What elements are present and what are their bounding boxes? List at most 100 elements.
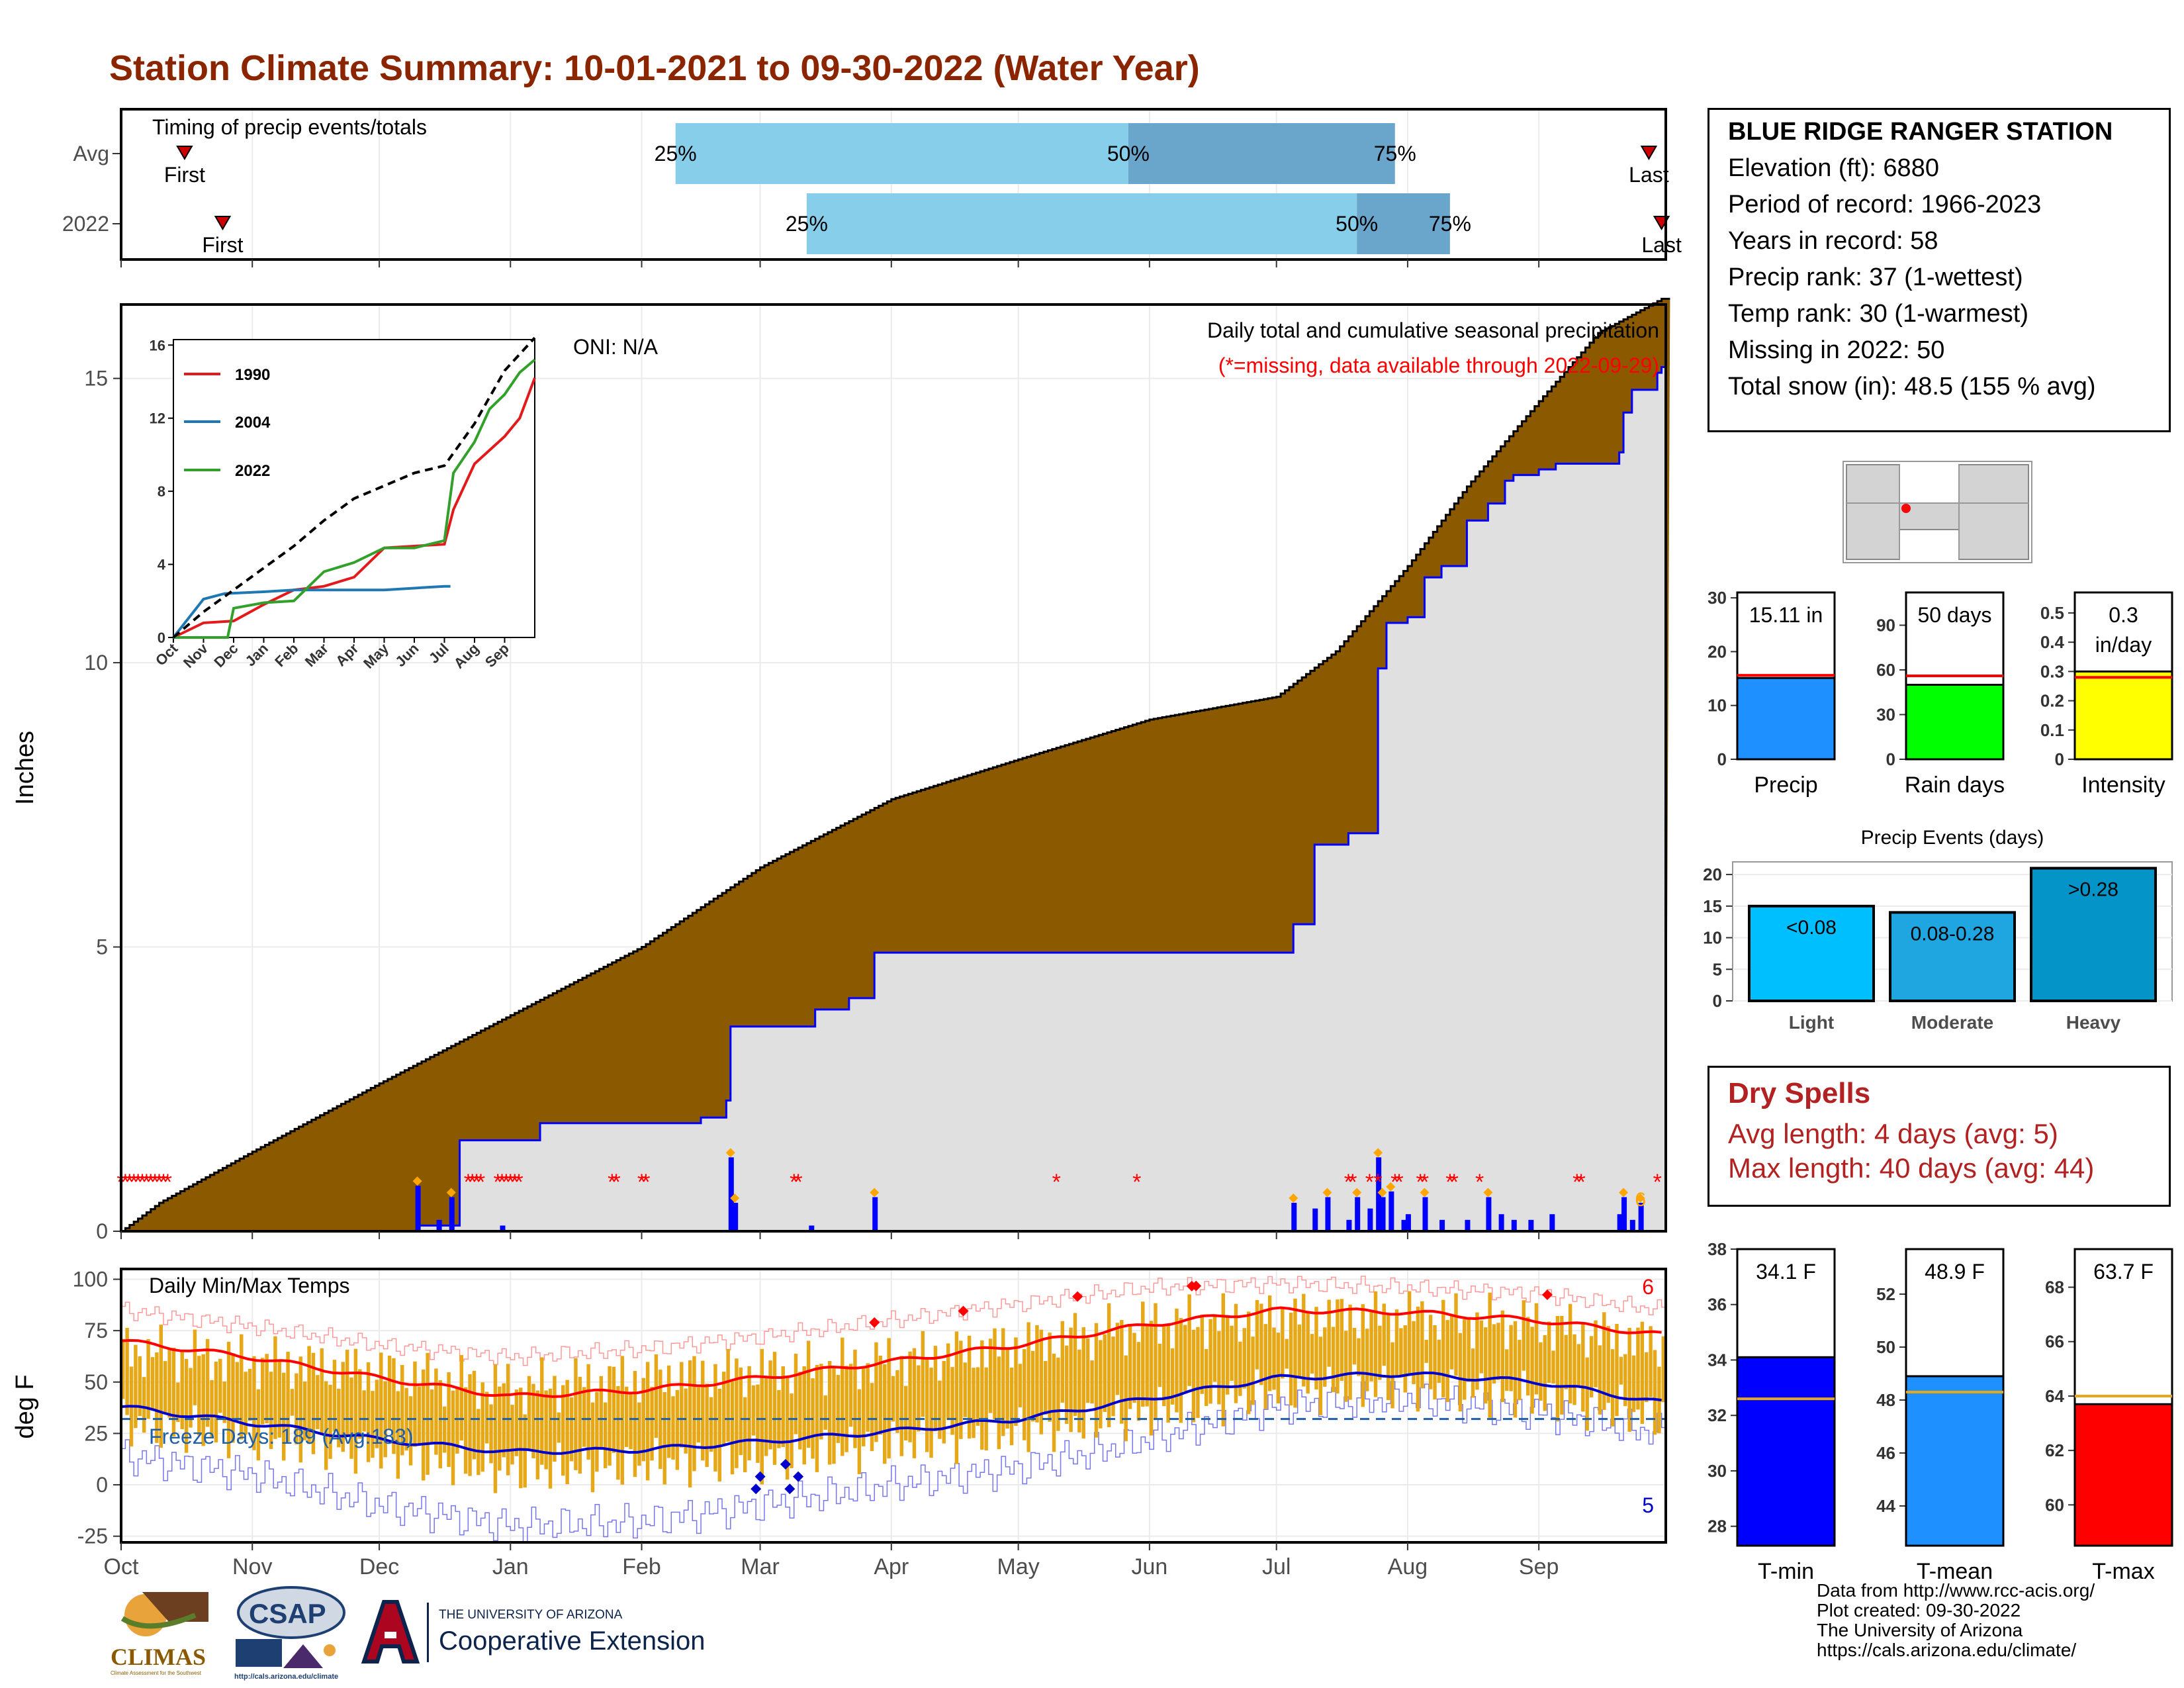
daily-temp-bar bbox=[1403, 1325, 1407, 1393]
precip-events-y-tick-label: 20 bbox=[1703, 865, 1722, 884]
daily-temp-bar bbox=[1289, 1313, 1293, 1406]
daily-temp-bar bbox=[599, 1376, 604, 1450]
daily-temp-bar bbox=[1568, 1303, 1572, 1404]
timing-label-75: 75% bbox=[1429, 212, 1471, 236]
daily-temp-bar bbox=[997, 1356, 1001, 1450]
daily-temp-bar bbox=[841, 1337, 844, 1456]
daily-temp-bar bbox=[1179, 1318, 1183, 1423]
daily-temp-bar bbox=[1145, 1325, 1149, 1407]
missing-marker: * bbox=[130, 1170, 138, 1195]
daily-temp-bar bbox=[1463, 1319, 1467, 1400]
daily-temp-bar bbox=[717, 1388, 722, 1481]
daily-temp-bar bbox=[1653, 1350, 1657, 1435]
daily-temp-bar bbox=[1344, 1331, 1348, 1402]
daily-temp-bar bbox=[1099, 1340, 1103, 1429]
inset-frame bbox=[173, 339, 535, 638]
daily-temp-bar bbox=[1259, 1303, 1263, 1385]
daily-temp-bar bbox=[586, 1364, 590, 1460]
timing-label-25: 25% bbox=[655, 142, 697, 165]
daily-temp-bar bbox=[371, 1391, 375, 1458]
station-temp-rank: Temp rank: 30 (1-warmest) bbox=[1728, 300, 2029, 328]
daily-precip-bar bbox=[1511, 1219, 1517, 1231]
dry-spells-title: Dry Spells bbox=[1728, 1077, 1871, 1109]
mini-y-tick-label: 90 bbox=[1876, 616, 1895, 635]
record-min-marker bbox=[751, 1483, 762, 1495]
precip-events-y-tick-label: 0 bbox=[1713, 991, 1722, 1011]
daily-temp-bar bbox=[972, 1368, 976, 1438]
tmax-avg-line bbox=[120, 1306, 1662, 1398]
heavy-event-marker bbox=[446, 1188, 456, 1197]
missing-marker: * bbox=[794, 1170, 803, 1195]
missing-marker: * bbox=[612, 1170, 621, 1195]
mini-y-tick-label: 46 bbox=[1876, 1443, 1895, 1463]
station-info-box: BLUE RIDGE RANGER STATION Elevation (ft)… bbox=[1707, 108, 2171, 432]
daily-temp-bar bbox=[696, 1387, 701, 1443]
missing-marker: * bbox=[637, 1170, 646, 1195]
daily-temp-bar bbox=[311, 1352, 316, 1454]
timing-last-label: Last bbox=[1629, 163, 1669, 187]
temp-x-tick-label: Jun bbox=[1131, 1554, 1167, 1579]
precip-last-label: 6 bbox=[1635, 1189, 1646, 1211]
daily-temp-bar bbox=[768, 1360, 772, 1450]
daily-precip-bar bbox=[500, 1225, 506, 1231]
daily-temp-bar bbox=[328, 1384, 332, 1459]
daily-temp-bar bbox=[1645, 1352, 1649, 1403]
daily-temp-bar bbox=[379, 1352, 383, 1469]
daily-temp-bar bbox=[1458, 1333, 1463, 1412]
daily-temp-bar bbox=[862, 1367, 866, 1446]
daily-temp-bar bbox=[1111, 1336, 1115, 1417]
daily-temp-bar bbox=[684, 1388, 688, 1454]
mini-y-tick-label: 0.2 bbox=[2040, 691, 2064, 711]
daily-precip-bar bbox=[1346, 1219, 1352, 1231]
oni-label: ONI: N/A bbox=[573, 335, 659, 359]
mini-value-bar bbox=[1736, 1356, 1836, 1547]
daily-temp-bar bbox=[121, 1338, 125, 1399]
daily-temp-bar bbox=[531, 1383, 535, 1459]
daily-temp-bar bbox=[692, 1356, 696, 1472]
daily-temp-bar bbox=[1285, 1338, 1289, 1369]
daily-temp-bar bbox=[595, 1391, 599, 1472]
daily-temp-bar bbox=[739, 1367, 743, 1456]
daily-temp-bar bbox=[1009, 1368, 1014, 1446]
daily-temp-bar bbox=[1525, 1317, 1530, 1396]
missing-marker: * bbox=[506, 1170, 515, 1195]
daily-temp-bar bbox=[666, 1365, 671, 1458]
precip-y-tick-label: 15 bbox=[84, 367, 108, 391]
missing-marker: * bbox=[510, 1170, 519, 1195]
daily-temp-bar bbox=[265, 1354, 269, 1424]
mini-y-tick-label: 62 bbox=[2045, 1440, 2064, 1460]
daily-temp-bar bbox=[1331, 1327, 1336, 1393]
daily-temp-bar bbox=[1060, 1321, 1065, 1403]
daily-temp-bar bbox=[993, 1328, 997, 1420]
heavy-event-marker bbox=[1635, 1194, 1645, 1203]
mini-value-label: 15.11 in bbox=[1749, 603, 1823, 627]
daily-temp-bar bbox=[938, 1380, 942, 1439]
daily-temp-bar bbox=[917, 1365, 921, 1432]
temp-x-tick-label: Aug bbox=[1388, 1554, 1428, 1579]
daily-temp-bar bbox=[819, 1364, 823, 1440]
daily-temp-bar bbox=[1090, 1360, 1094, 1404]
mini-y-tick-label: 0.4 bbox=[2040, 632, 2065, 652]
daily-temp-bar bbox=[1361, 1304, 1365, 1407]
daily-temp-bar bbox=[231, 1353, 235, 1443]
missing-marker: * bbox=[1052, 1170, 1061, 1195]
heavy-event-marker bbox=[1373, 1148, 1383, 1158]
daily-temp-bar bbox=[1175, 1308, 1179, 1413]
mini-y-tick-label: 64 bbox=[2045, 1386, 2064, 1406]
station-snow: Total snow (in): 48.5 (155 % avg) bbox=[1728, 373, 2096, 400]
daily-temp-bar bbox=[1263, 1324, 1267, 1409]
daily-precip-bar bbox=[1629, 1219, 1635, 1231]
daily-temp-bar bbox=[1077, 1349, 1081, 1432]
csap-logo: CSAP http://cals.arizona.edu/climate bbox=[230, 1581, 349, 1683]
missing-marker: * bbox=[163, 1170, 172, 1195]
record-min-count: 5 bbox=[1642, 1493, 1654, 1517]
daily-temp-bar bbox=[1606, 1326, 1610, 1403]
daily-temp-bar bbox=[1598, 1345, 1602, 1415]
temp-x-tick-label: Mar bbox=[741, 1554, 780, 1579]
daily-temp-bar bbox=[150, 1357, 155, 1409]
daily-temp-bar bbox=[1522, 1300, 1526, 1371]
daily-temp-bar bbox=[629, 1394, 633, 1450]
daily-temp-bar bbox=[1132, 1333, 1136, 1403]
daily-temp-bar bbox=[210, 1380, 214, 1439]
daily-temp-bar bbox=[1023, 1349, 1026, 1440]
